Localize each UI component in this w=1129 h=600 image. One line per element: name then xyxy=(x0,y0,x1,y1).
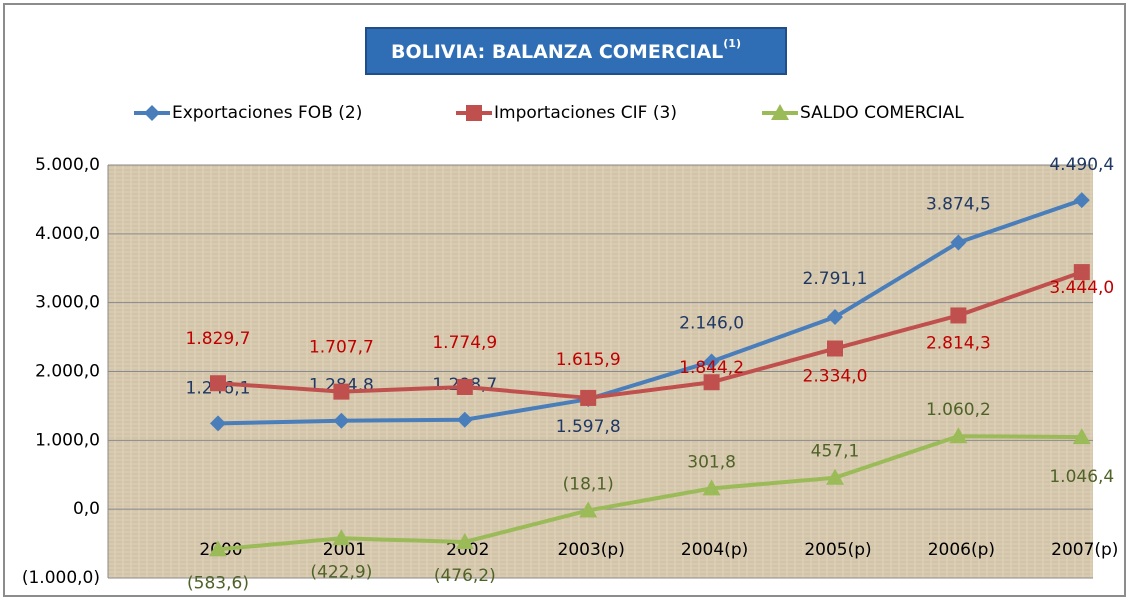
title-superscript: (1) xyxy=(723,37,741,50)
data-label: 1.060,2 xyxy=(926,400,991,420)
data-point xyxy=(1072,428,1091,445)
data-point xyxy=(1073,264,1090,281)
x-tick-label: 2007(p) xyxy=(1051,540,1118,560)
data-point xyxy=(703,374,720,391)
x-tick-label: 2005(p) xyxy=(804,540,871,560)
data-point xyxy=(456,378,473,395)
y-tick-label: 1.000,0 xyxy=(35,430,100,450)
legend-label: SALDO COMERCIAL xyxy=(800,103,964,123)
data-label: 2.814,3 xyxy=(926,333,991,353)
data-label: 1.844,2 xyxy=(679,358,744,378)
data-label: 457,1 xyxy=(811,442,860,462)
data-label: 2.146,0 xyxy=(679,313,744,333)
data-point xyxy=(827,309,843,326)
data-label: 2.334,0 xyxy=(803,367,868,387)
data-label: 301,8 xyxy=(687,452,736,472)
data-label: 1.046,4 xyxy=(1049,467,1114,487)
legend-label: Importaciones CIF (3) xyxy=(494,103,677,123)
x-tick-label: 2002 xyxy=(446,540,489,560)
data-point xyxy=(949,427,968,444)
legend-label: Exportaciones FOB (2) xyxy=(172,103,362,123)
legend-marker xyxy=(771,104,789,120)
data-point xyxy=(209,540,227,557)
y-tick-label: (1.000,0) xyxy=(22,568,100,588)
series-line xyxy=(217,434,1082,552)
data-point xyxy=(826,468,844,485)
y-tick-label: 3.000,0 xyxy=(35,293,100,313)
data-point xyxy=(333,412,350,429)
y-tick-label: 0,0 xyxy=(73,499,100,519)
data-label: 1.597,8 xyxy=(556,417,621,437)
data-label: 3.444,0 xyxy=(1049,278,1114,298)
data-point xyxy=(456,411,473,428)
data-label: 4.490,4 xyxy=(1049,155,1114,175)
data-label: (18,1) xyxy=(563,474,614,494)
y-tick-label: 5.000,0 xyxy=(35,155,100,175)
data-point xyxy=(579,501,598,518)
data-point xyxy=(210,375,226,392)
x-tick-label: 2004(p) xyxy=(681,540,748,560)
data-point xyxy=(210,415,226,432)
x-tick-label: 2006(p) xyxy=(928,540,995,560)
data-label: 1.829,7 xyxy=(186,329,251,349)
data-point xyxy=(1073,192,1090,209)
y-tick-label: 2.000,0 xyxy=(35,362,100,382)
data-point xyxy=(333,383,350,400)
data-point xyxy=(703,353,720,370)
y-tick-label: 4.000,0 xyxy=(35,224,100,244)
data-label: 2.791,1 xyxy=(803,269,868,289)
series-line xyxy=(217,270,1083,400)
data-label: 3.874,5 xyxy=(926,194,991,214)
data-point xyxy=(827,340,843,357)
data-point xyxy=(455,532,474,549)
data-point xyxy=(950,307,967,324)
data-label: (476,2) xyxy=(434,566,496,586)
data-point xyxy=(950,234,967,251)
data-label: 1.615,9 xyxy=(556,350,621,370)
data-label: 1.774,9 xyxy=(432,333,497,353)
legend-marker xyxy=(144,105,160,121)
data-point xyxy=(332,529,351,546)
data-point xyxy=(580,389,597,406)
data-label: (422,9) xyxy=(310,562,372,582)
data-label: (583,6) xyxy=(187,573,249,593)
title-box xyxy=(365,27,787,75)
title-text: BOLIVIA: BALANZA COMERCIAL xyxy=(391,41,723,63)
series-line xyxy=(217,198,1083,426)
data-point xyxy=(702,479,721,496)
legend-marker xyxy=(466,105,482,121)
chart-title: BOLIVIA: BALANZA COMERCIAL(1) xyxy=(391,37,741,63)
data-label: 1.707,7 xyxy=(309,338,374,358)
x-tick-label: 2003(p) xyxy=(558,540,625,560)
